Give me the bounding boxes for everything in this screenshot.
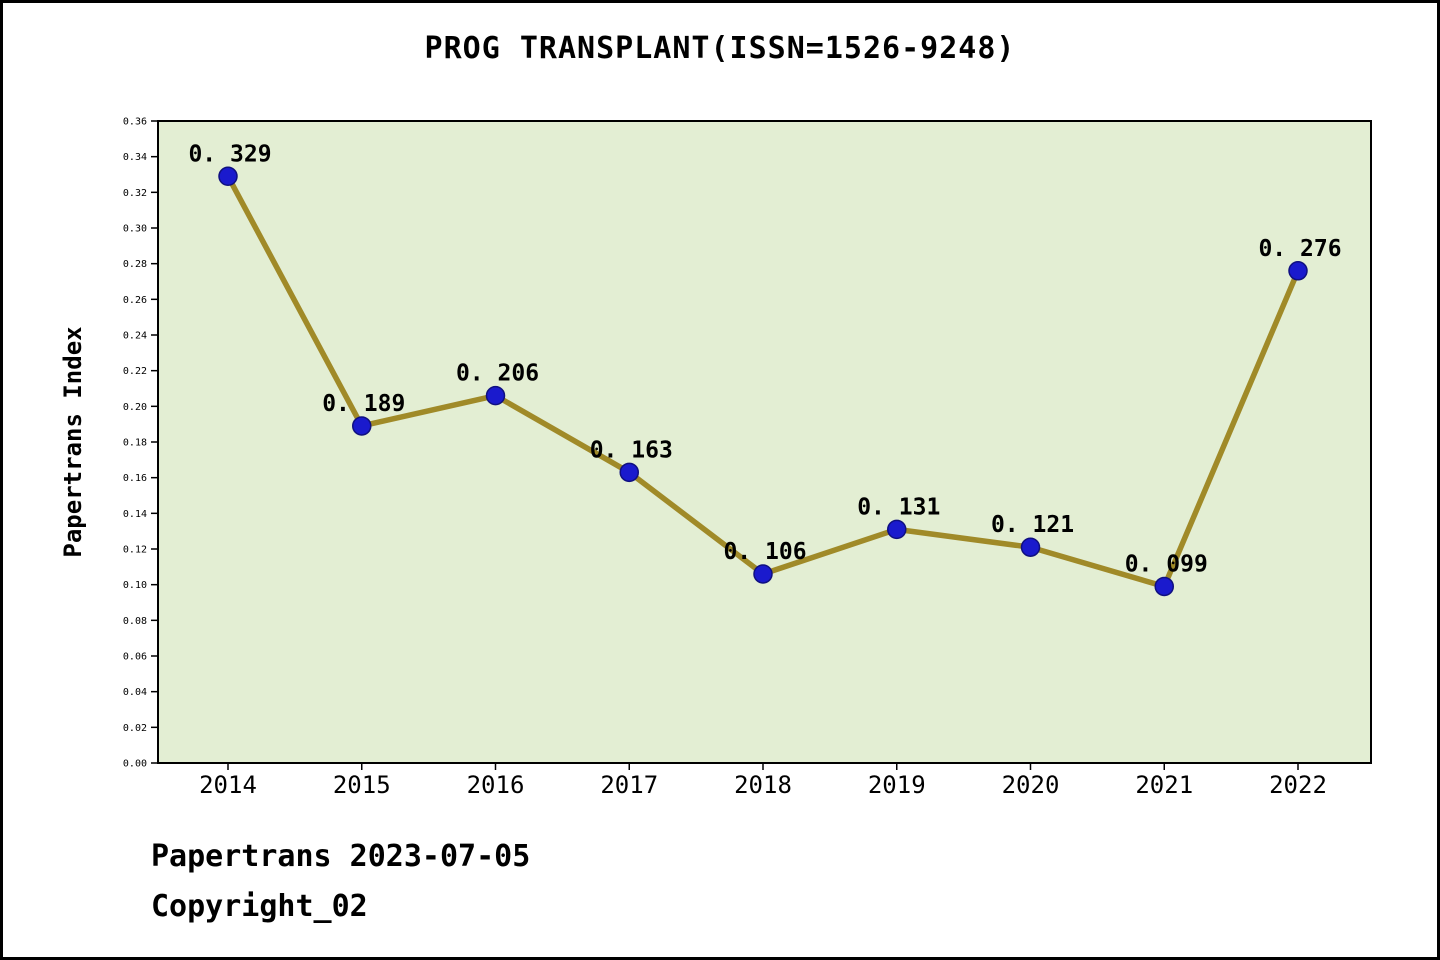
data-point-label: 0. 131: [857, 494, 940, 520]
x-tick-label: 2015: [333, 771, 391, 799]
data-point-label: 0. 329: [188, 141, 271, 167]
plot-area: [157, 120, 1372, 764]
y-tick-label: 0.22: [123, 366, 147, 377]
y-tick-label: 0.02: [123, 723, 147, 734]
x-tick-label: 2022: [1269, 771, 1327, 799]
data-point: [1020, 537, 1041, 557]
footer-copyright: Copyright_02: [151, 889, 368, 924]
y-tick-label: 0.24: [123, 331, 147, 342]
y-tick-label: 0.26: [123, 295, 147, 306]
y-tick-label: 0.16: [123, 473, 147, 484]
y-tick-label: 0.30: [123, 224, 147, 235]
data-point: [218, 166, 238, 187]
x-tick-label: 2014: [199, 771, 257, 799]
data-point: [1154, 576, 1174, 597]
y-tick-label: 0.18: [123, 438, 147, 449]
y-tick-label: 0.34: [123, 152, 147, 163]
chart-title: PROG TRANSPLANT(ISSN=1526-9248): [424, 31, 1016, 66]
y-tick-label: 0.14: [123, 509, 147, 520]
y-tick-label: 0.20: [123, 402, 147, 413]
data-point-label: 0. 121: [991, 512, 1074, 538]
data-point-label: 0. 206: [456, 361, 539, 387]
y-tick-label: 0.32: [123, 188, 147, 199]
data-point-label: 0. 189: [322, 391, 405, 417]
data-point: [352, 416, 372, 436]
y-tick-label: 0.06: [123, 652, 147, 663]
data-point-label: 0. 163: [590, 437, 673, 463]
x-tick-label: 2017: [600, 771, 658, 799]
x-tick-label: 2021: [1135, 771, 1193, 799]
y-tick-label: 0.36: [123, 117, 147, 128]
y-tick-label: 0.04: [123, 687, 147, 698]
data-point-label: 0. 099: [1125, 551, 1208, 577]
y-axis-title: Papertrans Index: [59, 326, 87, 557]
data-point: [887, 519, 907, 540]
x-tick-label: 2019: [868, 771, 926, 799]
y-tick-label: 0.10: [123, 580, 147, 591]
data-point: [485, 385, 506, 406]
data-point: [619, 462, 639, 483]
y-tick-label: 0.08: [123, 616, 147, 627]
y-tick-label: 0.12: [123, 545, 147, 556]
data-point: [753, 564, 773, 584]
x-tick-label: 2020: [1002, 771, 1060, 799]
data-point: [1288, 261, 1308, 281]
data-point-label: 0. 276: [1258, 236, 1341, 262]
x-tick-label: 2018: [734, 771, 792, 799]
x-tick-label: 2016: [467, 771, 525, 799]
y-tick-label: 0.28: [123, 259, 147, 270]
y-tick-label: 0.00: [123, 759, 147, 770]
footer-source-date: Papertrans 2023-07-05: [151, 839, 531, 874]
line-chart: 0.00 0.02 0.04 0.06 0.08 0.10 0.12 0.14 0.16 0.18…: [59, 117, 1372, 799]
data-point-label: 0. 106: [723, 539, 806, 565]
